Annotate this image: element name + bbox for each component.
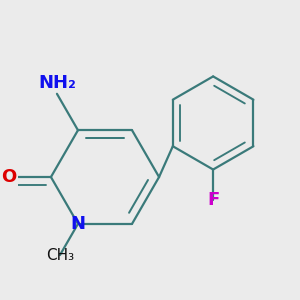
Text: F: F (207, 190, 219, 208)
Text: CH₃: CH₃ (46, 248, 74, 262)
Text: NH₂: NH₂ (38, 74, 76, 92)
Text: N: N (70, 215, 86, 233)
Text: O: O (1, 168, 16, 186)
